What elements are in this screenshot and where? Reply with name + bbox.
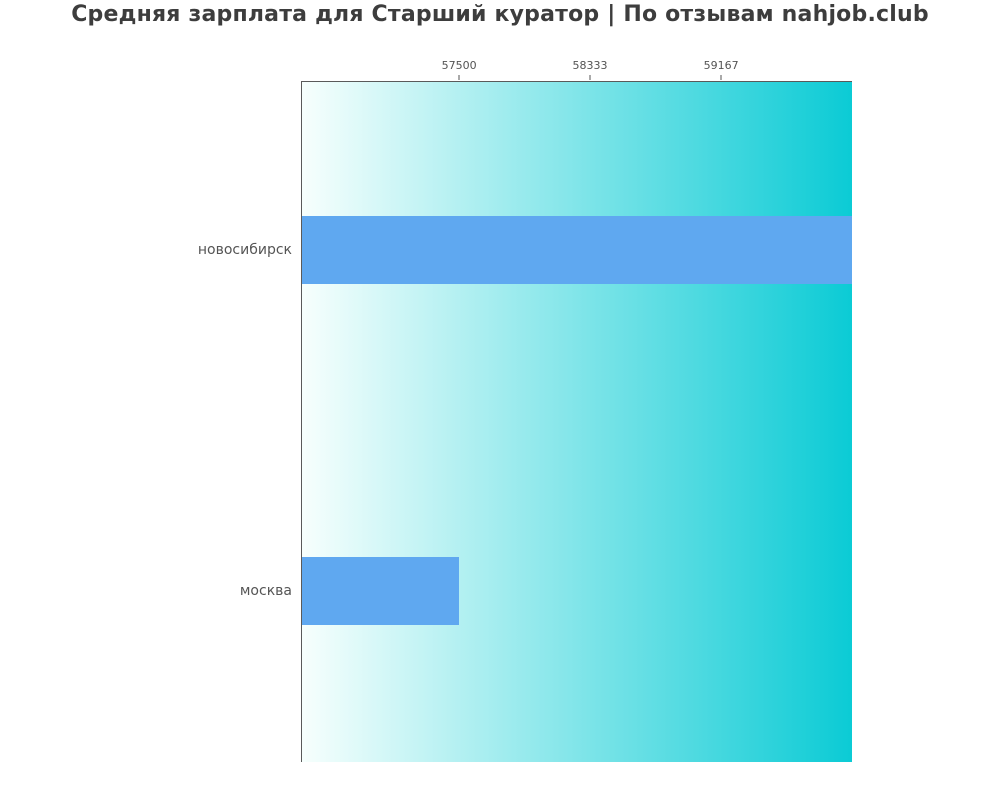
bar-moskva	[302, 557, 460, 625]
x-tick-59167: 59167	[704, 59, 739, 80]
x-tick-label: 59167	[703, 59, 739, 72]
plot-area: 57500 58333 59167	[301, 59, 852, 762]
x-tick-57500: 57500	[442, 59, 477, 80]
x-tick-58333: 58333	[573, 59, 608, 80]
bar-novosibirsk	[302, 216, 852, 284]
x-tick-label: 58333	[572, 59, 608, 72]
chart-title: Средняя зарплата для Старший куратор | П…	[71, 2, 929, 27]
x-tick-label: 57500	[441, 59, 477, 72]
x-tick-mark	[720, 75, 722, 80]
x-tick-mark	[589, 75, 591, 80]
x-tick-mark	[458, 75, 460, 80]
y-category-label-moskva: москва	[239, 583, 292, 599]
y-category-label-novosibirsk: новосибирск	[197, 242, 292, 258]
